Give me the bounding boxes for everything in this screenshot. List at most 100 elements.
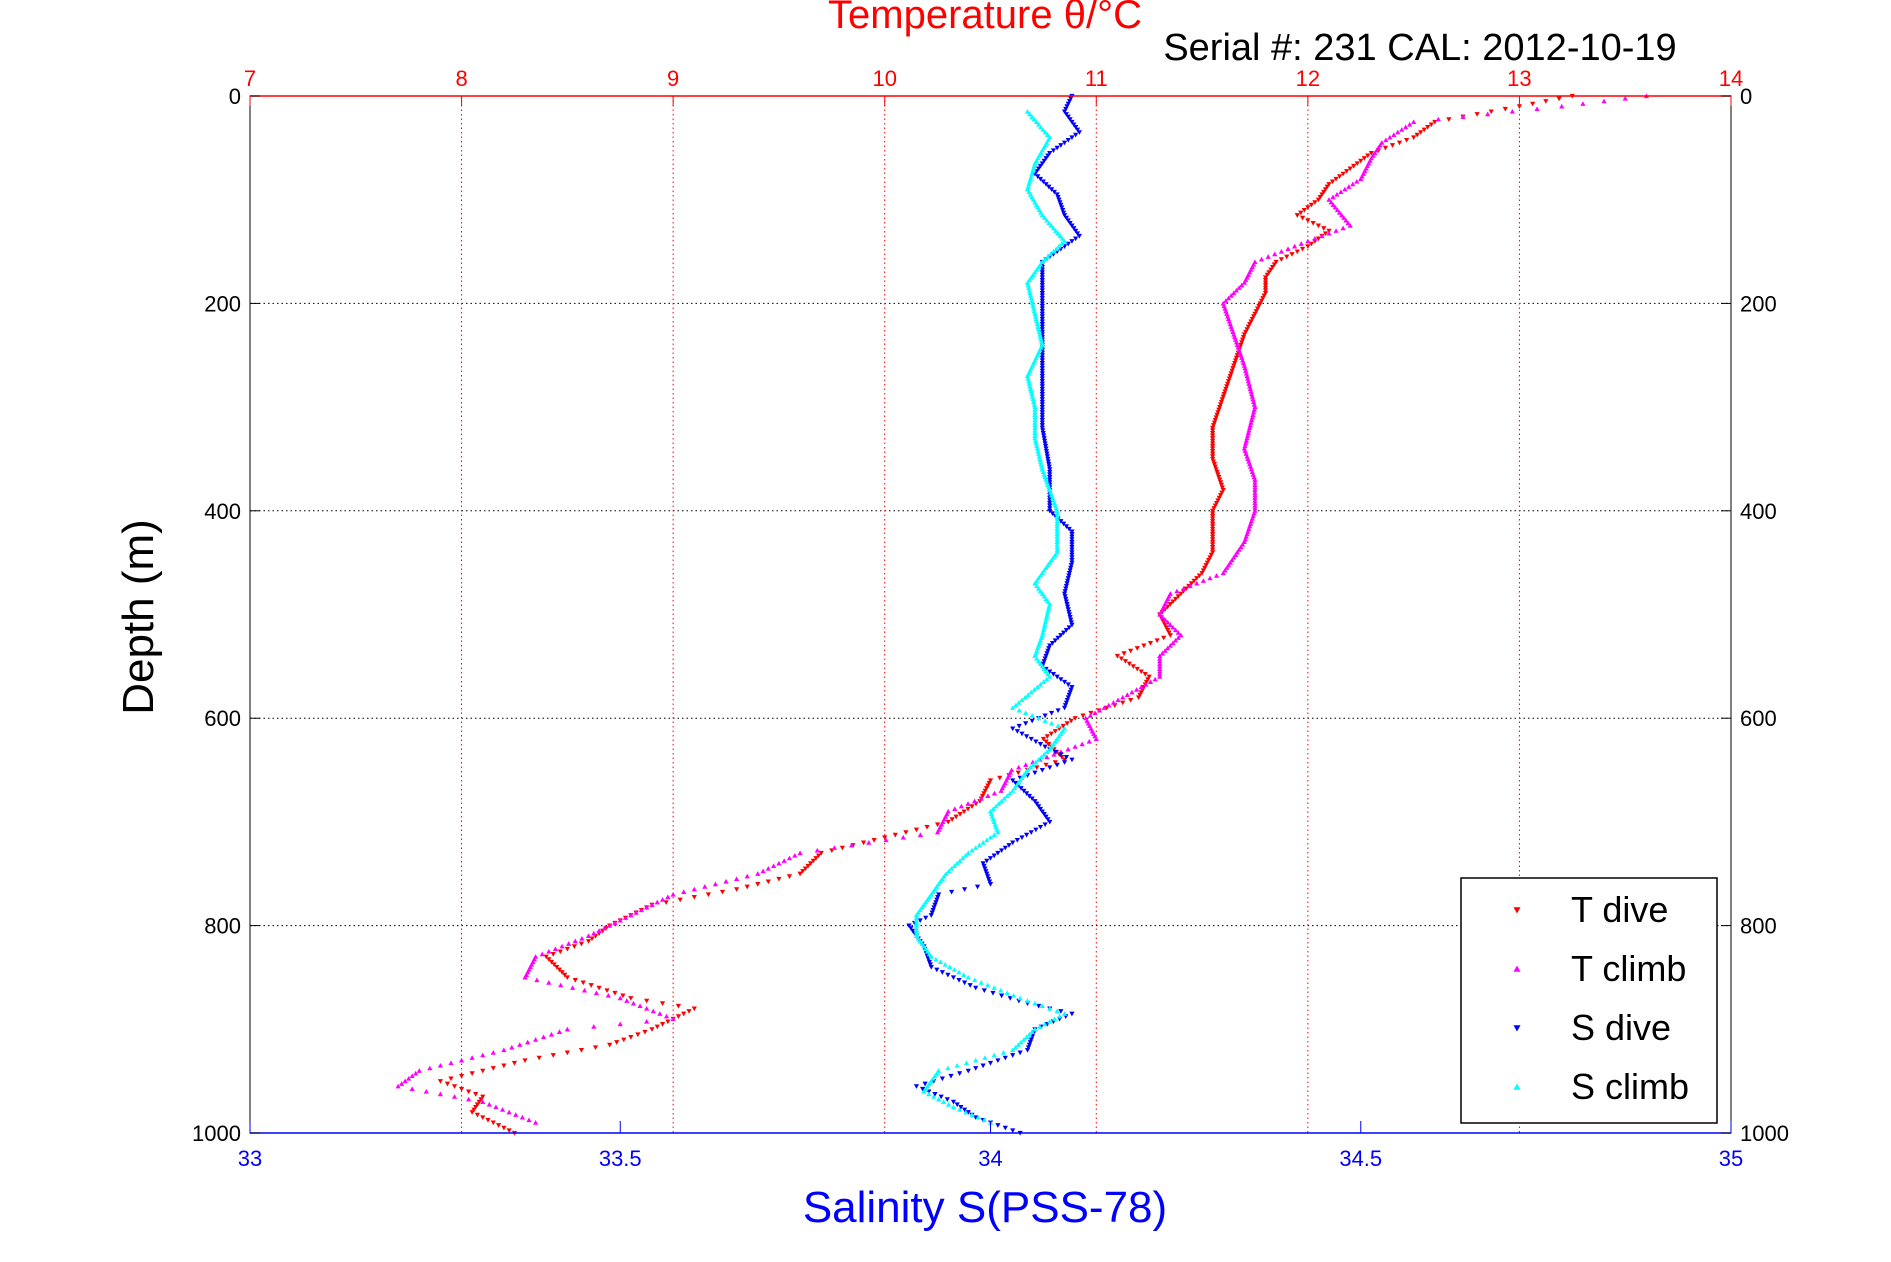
- point-s-dive: [1047, 480, 1053, 485]
- point-t-dive: [596, 985, 602, 991]
- point-s-climb: [995, 829, 1001, 835]
- point-s-dive: [1039, 410, 1045, 415]
- point-t-climb: [1333, 228, 1339, 233]
- point-s-dive: [1042, 441, 1048, 446]
- point-s-dive: [1067, 568, 1073, 574]
- point-t-climb: [601, 925, 607, 931]
- point-t-climb: [786, 855, 793, 861]
- point-s-climb: [913, 920, 920, 926]
- point-t-climb: [1485, 111, 1491, 117]
- point-s-climb: [1040, 679, 1047, 684]
- point-s-climb: [998, 987, 1004, 993]
- point-t-dive: [1322, 187, 1329, 192]
- point-s-climb: [1032, 313, 1039, 319]
- point-s-climb: [1040, 627, 1047, 633]
- point-s-climb: [1038, 337, 1044, 342]
- point-s-climb: [969, 847, 975, 853]
- point-s-climb: [1038, 461, 1044, 467]
- point-s-climb: [1028, 295, 1034, 301]
- point-t-climb: [1231, 290, 1237, 296]
- y-tick-label-left: 400: [204, 499, 241, 524]
- point-s-dive: [1039, 425, 1045, 431]
- point-t-dive: [546, 957, 552, 962]
- point-t-dive: [1333, 176, 1339, 182]
- point-t-climb: [1250, 412, 1256, 417]
- point-s-climb: [1036, 575, 1042, 581]
- point-s-dive: [1061, 140, 1068, 146]
- point-s-climb: [950, 1104, 957, 1110]
- point-s-climb: [957, 858, 963, 863]
- point-s-climb: [1023, 1034, 1030, 1040]
- point-s-climb: [930, 1075, 936, 1081]
- point-s-dive: [923, 915, 929, 921]
- point-s-dive: [1039, 283, 1045, 288]
- point-t-climb: [1330, 194, 1336, 200]
- point-s-climb: [1032, 425, 1038, 430]
- point-s-dive: [1069, 1011, 1075, 1017]
- point-s-climb: [1043, 596, 1049, 602]
- point-t-climb: [670, 1016, 676, 1022]
- point-s-climb: [1004, 793, 1010, 799]
- point-s-dive: [1039, 399, 1045, 405]
- point-s-climb: [1034, 318, 1040, 324]
- point-t-climb: [1228, 293, 1234, 298]
- point-s-climb: [1019, 697, 1025, 703]
- point-t-dive: [1233, 355, 1240, 361]
- bottom-tick-label: 34.5: [1339, 1146, 1382, 1171]
- point-t-dive: [1130, 664, 1136, 669]
- point-s-climb: [921, 943, 927, 949]
- point-t-climb: [1383, 137, 1389, 143]
- point-t-climb: [1249, 417, 1255, 423]
- point-t-dive: [588, 983, 594, 988]
- point-t-climb: [1079, 741, 1085, 747]
- point-s-climb: [1042, 619, 1049, 625]
- point-s-climb: [1036, 264, 1042, 270]
- point-s-dive: [981, 863, 987, 869]
- point-t-climb: [1330, 202, 1336, 207]
- point-s-dive: [1039, 272, 1045, 278]
- point-t-dive: [511, 1060, 518, 1066]
- point-s-dive: [1069, 542, 1075, 548]
- point-s-dive: [984, 858, 990, 864]
- point-s-dive: [1069, 550, 1075, 555]
- point-t-dive: [1210, 451, 1216, 457]
- point-s-climb: [1039, 1003, 1045, 1009]
- point-t-climb: [663, 1013, 670, 1019]
- point-s-climb: [1044, 749, 1050, 754]
- point-s-climb: [1048, 223, 1054, 228]
- point-t-dive: [1210, 542, 1216, 548]
- point-s-climb: [928, 891, 934, 897]
- point-t-climb: [1334, 191, 1340, 197]
- point-t-dive: [1245, 324, 1251, 330]
- point-t-dive: [1204, 560, 1210, 566]
- point-s-climb: [1032, 438, 1039, 443]
- point-t-dive: [1040, 736, 1046, 742]
- point-s-dive: [954, 1102, 960, 1108]
- point-t-dive: [1143, 679, 1150, 685]
- point-t-climb: [566, 941, 572, 946]
- point-s-dive: [1047, 469, 1053, 475]
- point-s-climb: [1034, 684, 1040, 690]
- point-s-dive: [957, 1071, 963, 1076]
- point-t-dive: [805, 863, 811, 869]
- point-t-climb: [755, 871, 761, 876]
- point-t-climb: [1328, 199, 1334, 205]
- point-t-dive: [469, 1071, 475, 1076]
- point-s-dive: [1061, 679, 1068, 685]
- point-t-dive: [983, 786, 990, 791]
- point-t-dive: [1305, 244, 1311, 249]
- point-t-climb: [1173, 637, 1179, 643]
- top-tick-label: 12: [1296, 66, 1320, 91]
- point-s-climb: [1025, 184, 1031, 189]
- point-s-climb: [991, 1052, 997, 1058]
- point-s-dive: [1057, 200, 1063, 205]
- point-s-climb: [1016, 707, 1022, 713]
- point-s-climb: [933, 956, 939, 962]
- point-t-climb: [1326, 230, 1332, 236]
- point-s-climb: [937, 878, 944, 884]
- point-s-climb: [1025, 375, 1031, 381]
- point-s-dive: [1028, 736, 1034, 742]
- point-s-dive: [1039, 379, 1045, 384]
- point-t-climb: [1252, 487, 1258, 493]
- point-s-climb: [1044, 614, 1050, 620]
